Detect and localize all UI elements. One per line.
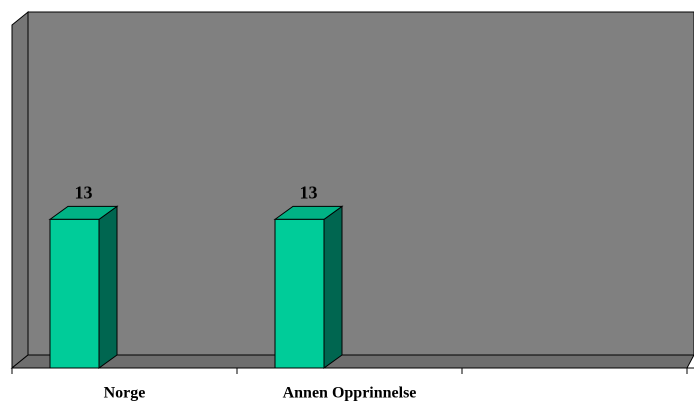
bar (274, 218, 325, 369)
data-label: 13 (75, 182, 93, 202)
x-tick-label: Annen Opprinnelse (283, 385, 417, 402)
bar (49, 218, 100, 369)
back-wall (27, 11, 694, 356)
x-tick-label: Norge (104, 385, 146, 402)
data-label: 13 (300, 182, 318, 202)
bar-side (98, 205, 118, 369)
side-wall (11, 10, 29, 370)
bar-side (323, 205, 343, 369)
